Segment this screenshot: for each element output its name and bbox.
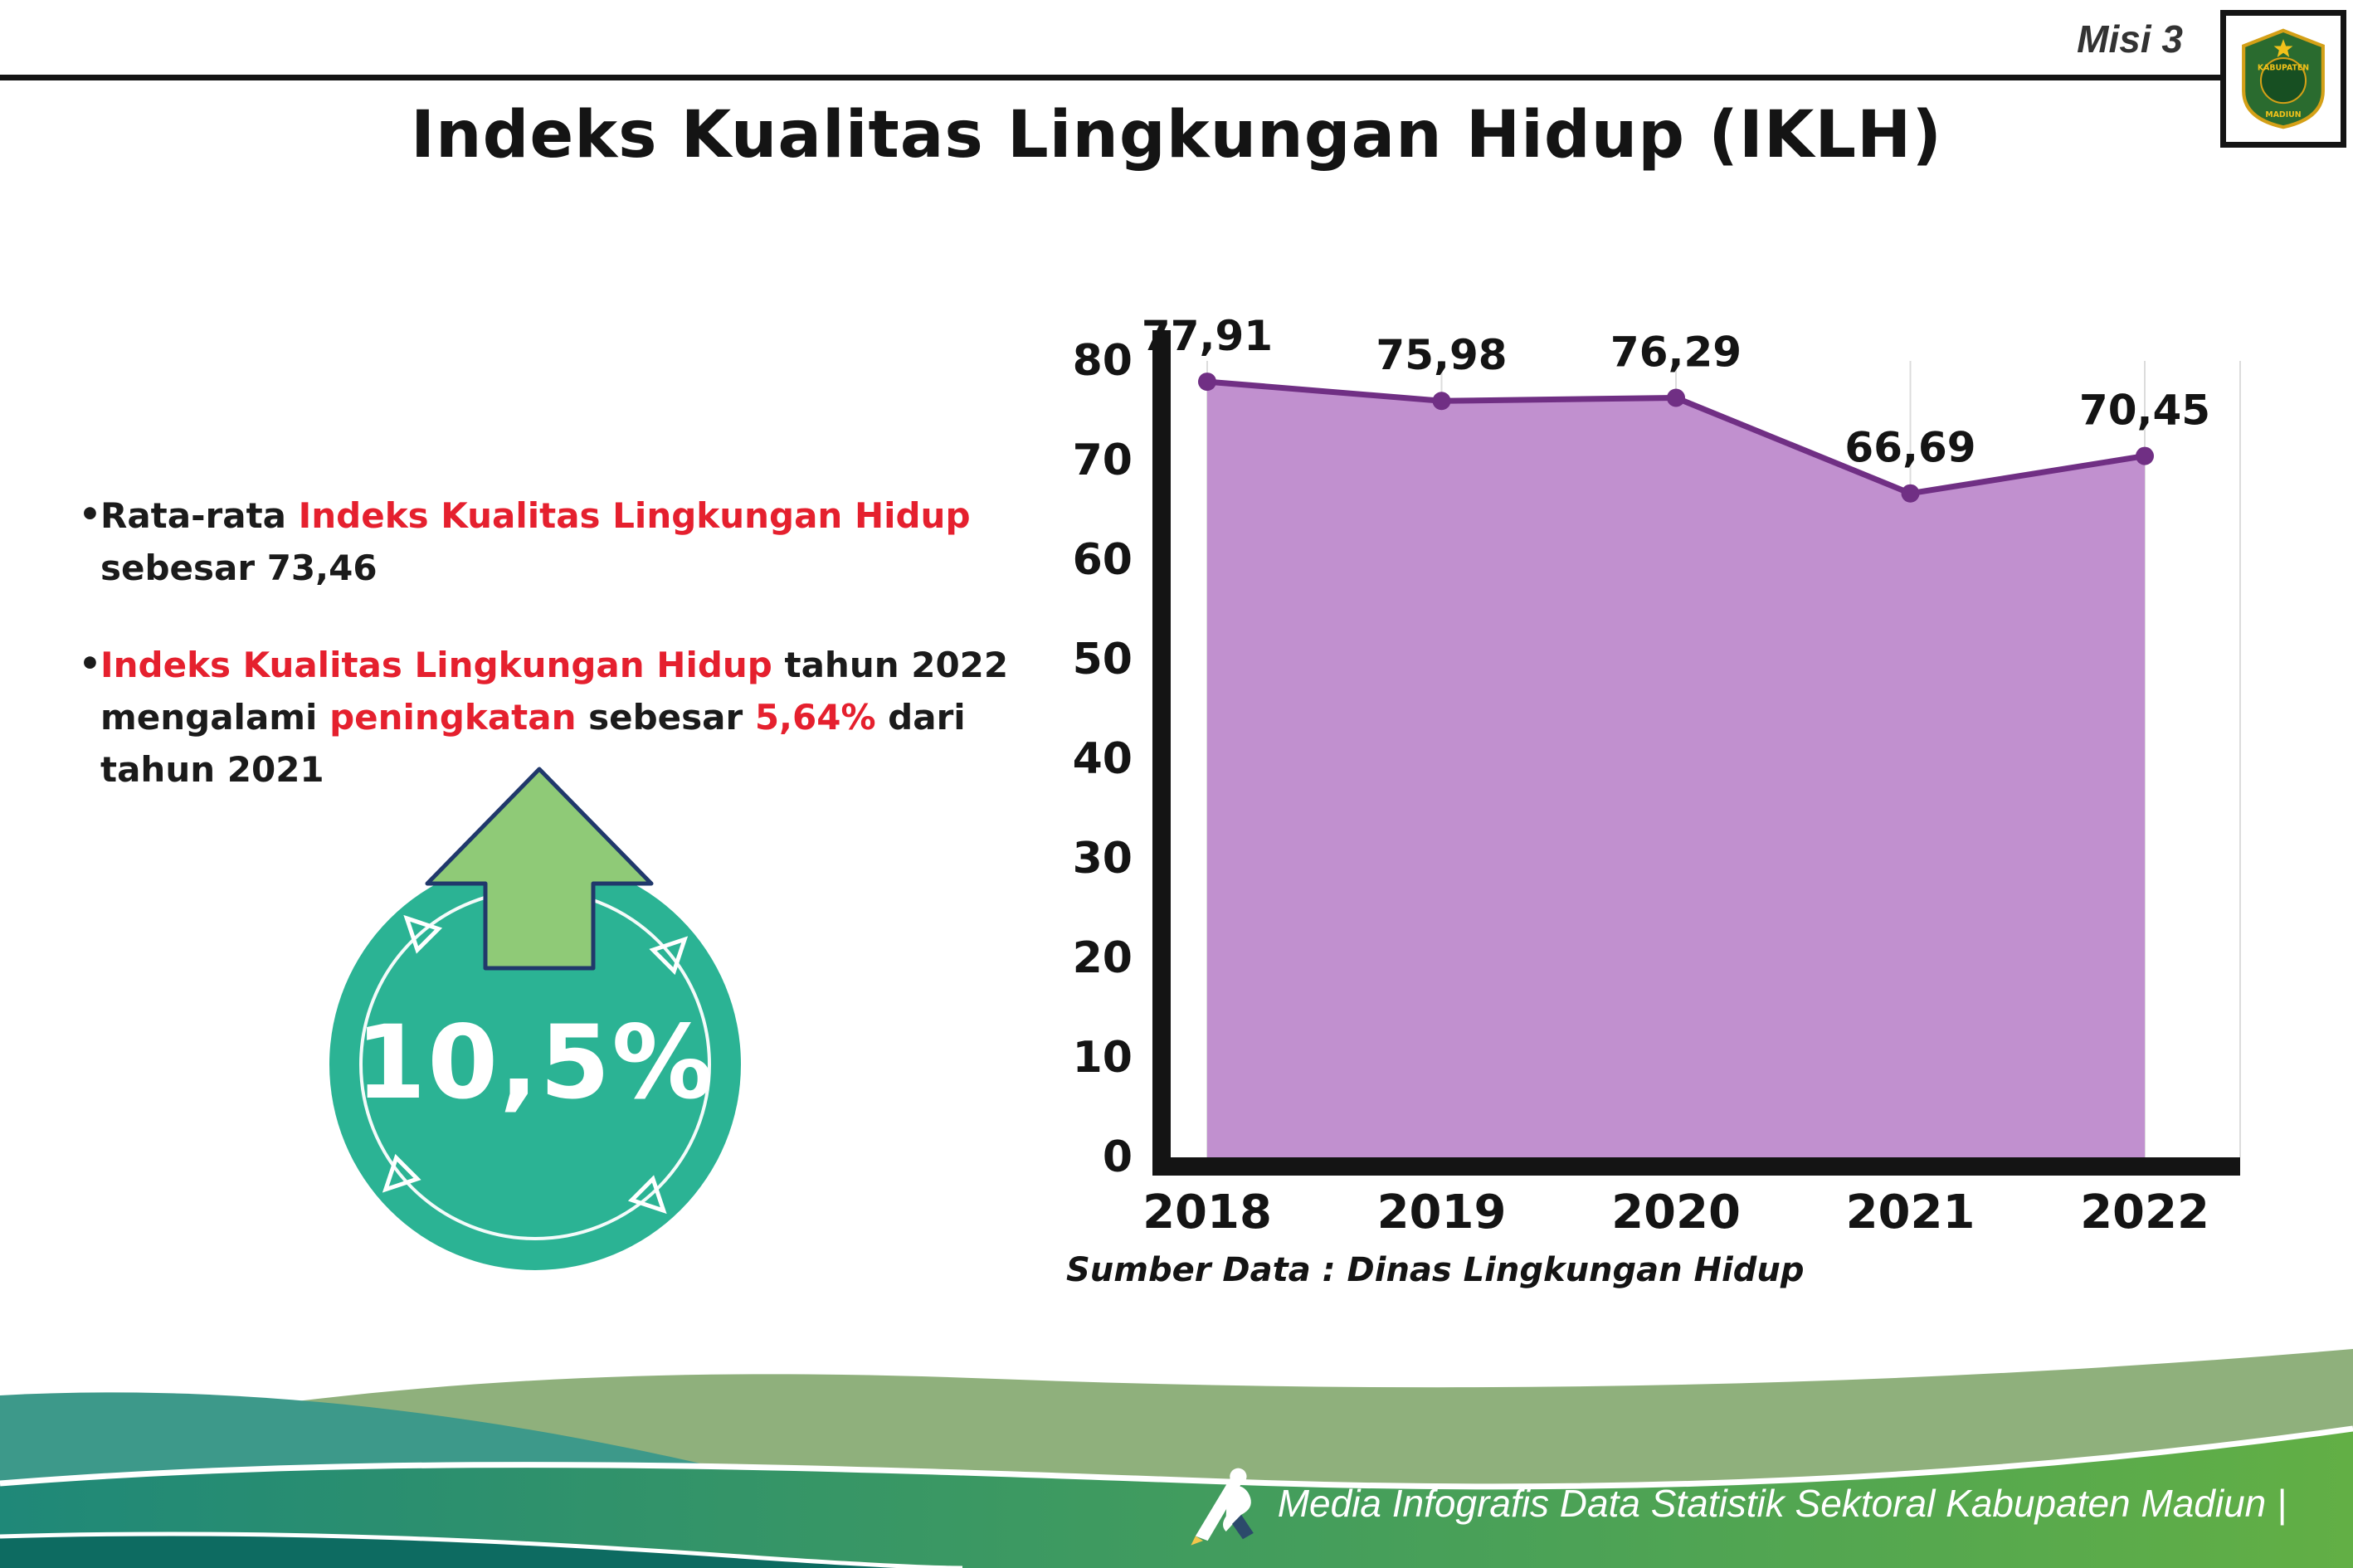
bullet-line: sebesar 73,46 (100, 542, 1058, 594)
bullet-segment: sebesar (576, 697, 755, 738)
svg-text:70,45: 70,45 (2079, 387, 2210, 435)
footer-wave (0, 1336, 2353, 1568)
svg-text:2021: 2021 (1846, 1186, 1975, 1239)
svg-text:80: 80 (1073, 336, 1133, 386)
footer-credit: Media Infografis Data Statistik Sektoral… (1185, 1460, 2287, 1546)
misi-label: Misi 3 (2077, 17, 2183, 61)
bullet-segment: peningkatan (329, 697, 577, 738)
svg-text:30: 30 (1073, 834, 1133, 884)
bullet-line: tahun 2021 (100, 743, 1058, 796)
svg-text:60: 60 (1073, 535, 1133, 585)
increase-badge (319, 759, 751, 1290)
svg-text:10: 10 (1073, 1033, 1133, 1083)
bullet-segment: 5,64% (754, 697, 876, 738)
header-divider (0, 75, 2234, 80)
bullet-segment: Rata-rata (100, 495, 299, 536)
badge-corner-triangles (382, 914, 689, 1215)
bullet-line: Indeks Kualitas Lingkungan Hidup tahun 2… (100, 639, 1058, 691)
svg-text:77,91: 77,91 (1142, 312, 1273, 360)
svg-text:2020: 2020 (1611, 1186, 1741, 1239)
up-arrow-icon (425, 767, 654, 971)
mascot-icon (1191, 1468, 1254, 1546)
svg-text:2018: 2018 (1142, 1186, 1272, 1239)
svg-text:75,98: 75,98 (1376, 331, 1507, 379)
bullet-dot: • (79, 643, 101, 684)
svg-text:2022: 2022 (2080, 1186, 2209, 1239)
footer-wave-front (0, 1425, 2353, 1568)
page-title: Indeks Kualitas Lingkungan Hidup (IKLH) (411, 98, 1942, 173)
chart-axes (1152, 330, 2240, 1176)
svg-text:20: 20 (1073, 933, 1133, 983)
svg-text:70: 70 (1073, 436, 1133, 485)
chart-y-ticks: 0 10 20 30 40 50 60 70 80 (1073, 336, 1133, 1182)
iklh-chart-svg: 77,91 75,98 76,29 66,69 70,45 0 10 20 30 40 50 60 7… (1073, 312, 2241, 1239)
bullet-dot: • (79, 494, 101, 534)
bullet-segment: dari (875, 697, 966, 738)
bullet-segment: Indeks Kualitas Lingkungan Hidup (298, 495, 971, 536)
bullet-list: • Rata-rata Indeks Kualitas Lingkungan Hi… (79, 489, 1058, 840)
bullet-item: • Indeks Kualitas Lingkungan Hidup tahun … (79, 639, 1058, 796)
chart-points (1198, 373, 2154, 503)
chart-x-labels: 2018 2019 2020 2021 2022 (1142, 1186, 2209, 1239)
bullet-line: mengalami peningkatan sebesar 5,64% dari (100, 691, 1058, 743)
bullet-segment: sebesar 73,46 (100, 548, 378, 588)
bullet-line: Rata-rata Indeks Kualitas Lingkungan Hid… (100, 489, 1058, 542)
chart-source: Sumber Data : Dinas Lingkungan Hidup (1066, 1251, 1805, 1289)
bullet-item: • Rata-rata Indeks Kualitas Lingkungan Hi… (79, 489, 1058, 594)
chart-value-labels: 77,91 75,98 76,29 66,69 70,45 (1142, 312, 2210, 472)
svg-text:40: 40 (1073, 734, 1133, 784)
svg-text:2019: 2019 (1377, 1186, 1507, 1239)
increase-percentage: 10,5% (355, 1004, 715, 1122)
bullet-segment: tahun 2022 (772, 645, 1009, 685)
iklh-chart: 77,91 75,98 76,29 66,69 70,45 0 10 20 30 40 50 60 7… (979, 282, 2273, 1294)
svg-text:76,29: 76,29 (1610, 329, 1742, 377)
svg-text:66,69: 66,69 (1844, 424, 1975, 472)
svg-text:MADIUN: MADIUN (2265, 110, 2301, 119)
svg-text:50: 50 (1073, 635, 1133, 684)
bullet-segment: mengalami (100, 697, 330, 738)
footer-credit-text: Media Infografis Data Statistik Sektoral… (1277, 1482, 2287, 1525)
svg-text:KABUPATEN: KABUPATEN (2258, 64, 2309, 73)
chart-area (1207, 382, 2145, 1157)
shield-emblem-icon: KABUPATEN MADIUN (2242, 28, 2325, 129)
svg-text:0: 0 (1103, 1132, 1133, 1182)
kabupaten-madiun-logo: KABUPATEN MADIUN (2220, 10, 2346, 148)
bullet-segment: tahun 2021 (100, 749, 324, 790)
bullet-segment: Indeks Kualitas Lingkungan Hidup (100, 645, 772, 685)
